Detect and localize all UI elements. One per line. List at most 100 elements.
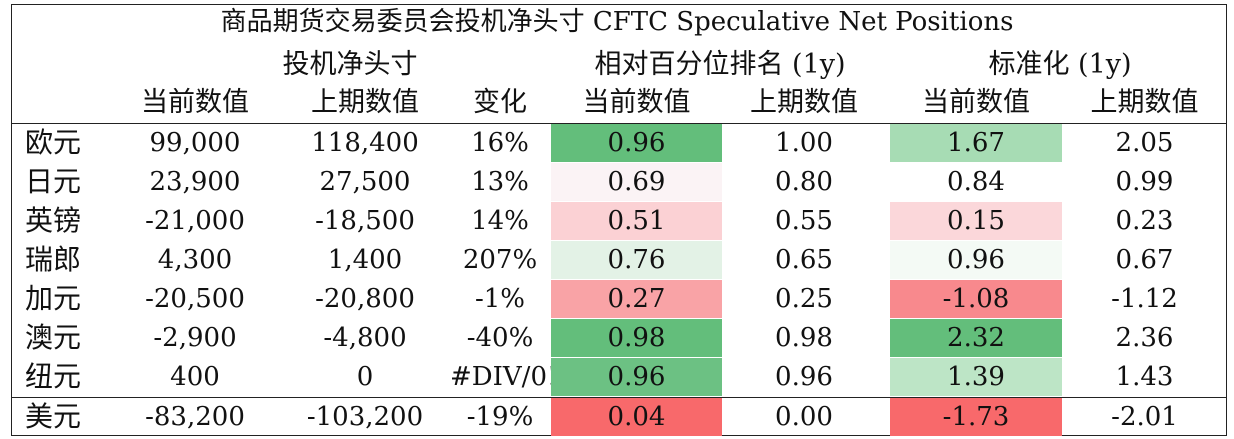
table-row: 瑞郎 4,300 1,400 207% 0.76 0.65 0.96 0.67 — [0, 241, 1234, 279]
cell-pct-current: 0.51 — [607, 206, 666, 236]
usd-divider — [11, 397, 1227, 398]
cell-pct-previous: 0.80 — [775, 167, 833, 197]
cell-change: -1% — [474, 284, 526, 314]
cell-std-current: 1.67 — [947, 128, 1005, 158]
table-row: 日元 23,900 27,500 13% 0.69 0.80 0.84 0.99 — [0, 163, 1234, 201]
table-title: 商品期货交易委员会投机净头寸 CFTC Speculative Net Posi… — [220, 7, 1014, 37]
col-header-change: 变化 — [473, 87, 527, 118]
group-header-standardized: 标准化 (1y) — [988, 49, 1132, 80]
cell-pct-previous: 0.25 — [775, 284, 833, 314]
cell-net-previous: 27,500 — [319, 167, 411, 197]
cell-pct-current: 0.04 — [607, 402, 666, 432]
row-currency-name: 纽元 — [25, 360, 82, 393]
table-row: 英镑 -21,000 -18,500 14% 0.51 0.55 0.15 0.23 — [0, 202, 1234, 240]
row-currency-name: 加元 — [25, 282, 82, 315]
cell-pct-current-heat-fill — [551, 241, 722, 279]
cell-std-current-heat-fill — [890, 124, 1062, 162]
row-currency-name: 英镑 — [25, 204, 82, 237]
cell-net-current: -2,900 — [153, 323, 237, 353]
cell-std-current: -1.73 — [942, 402, 1010, 432]
cell-std-current: 0.84 — [947, 167, 1005, 197]
col-header-std-previous: 上期数值 — [1090, 87, 1199, 118]
cell-net-previous: -4,800 — [323, 323, 407, 353]
cell-std-current: 0.15 — [947, 206, 1005, 236]
row-currency-name: 瑞郎 — [25, 243, 82, 276]
cell-pct-current: 0.76 — [607, 245, 666, 275]
col-header-net-current: 当前数值 — [141, 87, 249, 118]
cell-pct-previous: 0.98 — [775, 323, 833, 353]
cell-change: #DIV/0! — [450, 362, 558, 392]
cell-net-previous: 118,400 — [311, 128, 419, 158]
row-currency-name: 澳元 — [25, 321, 82, 354]
cell-pct-current: 0.98 — [607, 323, 666, 353]
cell-std-previous: -2.01 — [1111, 402, 1178, 432]
cell-std-current-heat-fill — [890, 241, 1062, 279]
cell-pct-current: 0.96 — [607, 362, 666, 392]
cell-net-current: 23,900 — [149, 167, 241, 197]
cell-change: 16% — [471, 128, 529, 158]
table-row: 澳元 -2,900 -4,800 -40% 0.98 0.98 2.32 2.36 — [0, 319, 1234, 357]
cell-net-previous: 1,400 — [327, 245, 403, 275]
cell-std-current-heat-fill — [890, 202, 1062, 240]
col-header-net-previous: 上期数值 — [311, 87, 419, 118]
cell-std-previous: 2.05 — [1115, 128, 1174, 158]
cell-net-current: -83,200 — [145, 402, 245, 432]
col-header-pct-previous: 上期数值 — [750, 87, 858, 118]
cell-std-previous: 2.36 — [1115, 323, 1174, 353]
group-header-net-positions: 投机净头寸 — [282, 49, 418, 80]
cell-net-previous: -103,200 — [306, 402, 424, 432]
cell-net-current: 4,300 — [157, 245, 233, 275]
cell-std-previous: 0.67 — [1115, 245, 1174, 275]
cell-pct-current-heat-fill — [551, 319, 722, 357]
cell-pct-current-heat-fill — [551, 124, 722, 162]
cell-net-previous: -18,500 — [315, 206, 415, 236]
cell-std-previous: 1.43 — [1115, 362, 1174, 392]
cell-net-previous: 0 — [356, 362, 374, 392]
cell-std-previous: 0.99 — [1115, 167, 1174, 197]
row-currency-name: 美元 — [25, 400, 82, 433]
cell-std-current-heat-fill — [890, 163, 1062, 201]
cell-pct-current-heat-fill — [551, 163, 722, 201]
cell-pct-current: 0.96 — [607, 128, 666, 158]
cell-std-current: 0.96 — [947, 245, 1005, 275]
cell-pct-current-heat-fill — [551, 280, 722, 318]
cell-std-current-heat-fill — [890, 398, 1062, 436]
cell-net-current: 400 — [170, 362, 220, 392]
cell-pct-previous: 0.96 — [775, 362, 833, 392]
cell-change: -40% — [466, 323, 534, 353]
cell-std-previous: -1.12 — [1111, 284, 1178, 314]
cell-pct-previous: 1.00 — [775, 128, 833, 158]
cell-change: 207% — [462, 245, 538, 275]
table-row: 美元 -83,200 -103,200 -19% 0.04 0.00 -1.73 -2.01 — [0, 398, 1234, 436]
cell-pct-current: 0.69 — [607, 167, 666, 197]
cell-net-current: -21,000 — [145, 206, 245, 236]
cell-change: -19% — [466, 402, 534, 432]
cell-std-current-heat-fill — [890, 358, 1062, 396]
col-header-std-current: 当前数值 — [922, 87, 1030, 118]
header-divider — [11, 123, 1227, 124]
cell-std-current-heat-fill — [890, 280, 1062, 318]
cell-std-current: 1.39 — [947, 362, 1005, 392]
cell-pct-current: 0.27 — [607, 284, 666, 314]
cell-std-current: -1.08 — [942, 284, 1010, 314]
cell-net-current: 99,000 — [149, 128, 241, 158]
group-header-percentile-rank: 相对百分位排名 (1y) — [594, 49, 846, 80]
cell-pct-current-heat-fill — [551, 202, 722, 240]
row-currency-name: 日元 — [25, 165, 82, 198]
table-row: 加元 -20,500 -20,800 -1% 0.27 0.25 -1.08 -1.12 — [0, 280, 1234, 318]
cell-std-current-heat-fill — [890, 319, 1062, 357]
cell-change: 13% — [471, 167, 529, 197]
cell-pct-previous: 0.55 — [775, 206, 833, 236]
cell-pct-previous: 0.65 — [775, 245, 833, 275]
cell-std-current: 2.32 — [947, 323, 1005, 353]
cell-pct-previous: 0.00 — [775, 402, 833, 432]
cell-pct-current-heat-fill — [551, 398, 722, 436]
cell-net-current: -20,500 — [145, 284, 245, 314]
table-row: 欧元 99,000 118,400 16% 0.96 1.00 1.67 2.05 — [0, 124, 1234, 162]
col-header-pct-current: 当前数值 — [582, 87, 691, 118]
cell-std-previous: 0.23 — [1115, 206, 1174, 236]
cell-pct-current-heat-fill — [551, 358, 722, 396]
row-currency-name: 欧元 — [25, 126, 82, 159]
table-row: 纽元 400 0 #DIV/0! 0.96 0.96 1.39 1.43 — [0, 358, 1234, 396]
cell-net-previous: -20,800 — [315, 284, 415, 314]
